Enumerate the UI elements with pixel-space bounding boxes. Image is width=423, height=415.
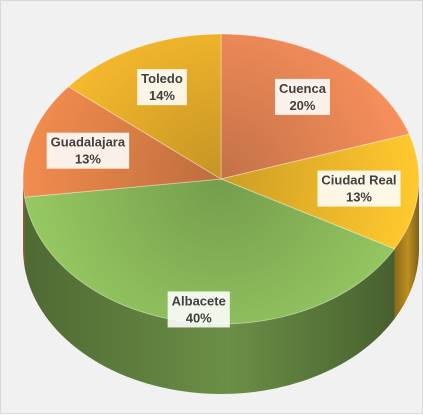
pie-label-category: Cuenca bbox=[279, 81, 327, 96]
pie-label-ciudad-real: Ciudad Real 13% bbox=[317, 170, 401, 207]
pie-label-category: Ciudad Real bbox=[321, 173, 396, 188]
pie-label-value: 13% bbox=[346, 190, 372, 205]
pie-label-box bbox=[274, 78, 330, 115]
pie-label-category: Guadalajara bbox=[51, 135, 126, 150]
pie-label-value: 40% bbox=[186, 310, 212, 325]
pie-sides bbox=[23, 179, 419, 394]
pie-label-value: 14% bbox=[149, 88, 175, 103]
pie-side-albacete bbox=[24, 197, 395, 394]
pie-label-box bbox=[137, 69, 187, 106]
pie-label-box bbox=[46, 132, 130, 169]
pie-label-category: Toledo bbox=[141, 71, 183, 86]
pie-label-guadalajara: Guadalajara 13% bbox=[46, 132, 130, 169]
pie-side-ciudad-real bbox=[394, 179, 419, 319]
pie-labels: Cuenca 20% Ciudad Real 13% Albacete 40% Guadal… bbox=[46, 69, 401, 328]
pie-label-box bbox=[317, 170, 401, 207]
pie-label-value: 20% bbox=[289, 98, 315, 113]
pie-label-cuenca: Cuenca 20% bbox=[274, 78, 330, 115]
pie-label-category: Albacete bbox=[172, 293, 226, 308]
pie-label-toledo: Toledo 14% bbox=[137, 69, 187, 106]
pie-label-box bbox=[167, 291, 230, 328]
pie-side-guadalajara bbox=[23, 179, 25, 268]
pie-label-albacete: Albacete 40% bbox=[167, 291, 230, 328]
pie-label-value: 13% bbox=[75, 152, 101, 167]
